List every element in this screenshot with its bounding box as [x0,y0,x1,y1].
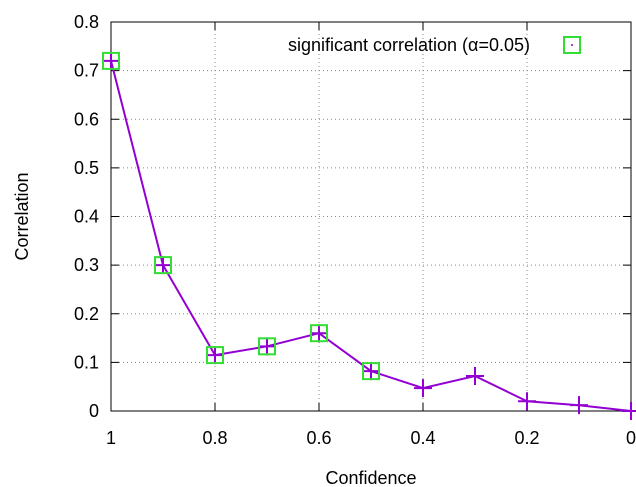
plus-marker [362,362,380,381]
square-marker [102,51,120,70]
plus-marker [622,402,636,420]
axis-ticks: 0 0.1 0.2 0.3 0.4 0.5 0.6 0.7 0.8 1 0.8 0.6 0.4 0.2 0 [74,12,636,448]
plus-marker [414,379,432,398]
x-tick-label: 0.8 [202,428,227,448]
square-marker [362,362,380,381]
square-marker [154,256,172,275]
plus-marker [258,337,276,356]
plus-marker [466,366,484,385]
y-axis-title: Correlation [12,172,32,260]
plus-marker [310,324,328,343]
y-tick-label: 0.2 [74,304,99,324]
y-tick-label: 0.8 [74,12,99,32]
legend: significant correlation (α=0.05) [288,35,581,55]
series-line [110,60,632,412]
plus-marker [518,392,536,411]
y-tick-label: 0.3 [74,255,99,275]
square-marker [258,337,276,356]
plus-marker [102,51,120,70]
y-tick-label: 0.1 [74,352,99,372]
grid [111,22,631,411]
x-tick-label: 0.4 [410,428,435,448]
x-tick-label: 0 [626,428,636,448]
plus-marker [206,346,224,365]
y-tick-label: 0.4 [74,207,99,227]
square-marker [206,346,224,365]
legend-label: significant correlation (α=0.05) [288,35,530,55]
legend-marker-dot [571,44,573,46]
x-tick-label: 0.2 [514,428,539,448]
x-axis-title: Confidence [325,468,416,487]
plus-marker [570,396,588,415]
plus-marker [154,256,172,275]
x-tick-label: 1 [106,428,116,448]
series-layer [102,51,636,420]
y-tick-label: 0.7 [74,61,99,81]
y-tick-label: 0.5 [74,158,99,178]
square-marker [310,324,328,343]
y-tick-label: 0.6 [74,109,99,129]
y-tick-label: 0 [89,401,99,421]
x-tick-label: 0.6 [306,428,331,448]
legend-marker-square [563,36,581,54]
